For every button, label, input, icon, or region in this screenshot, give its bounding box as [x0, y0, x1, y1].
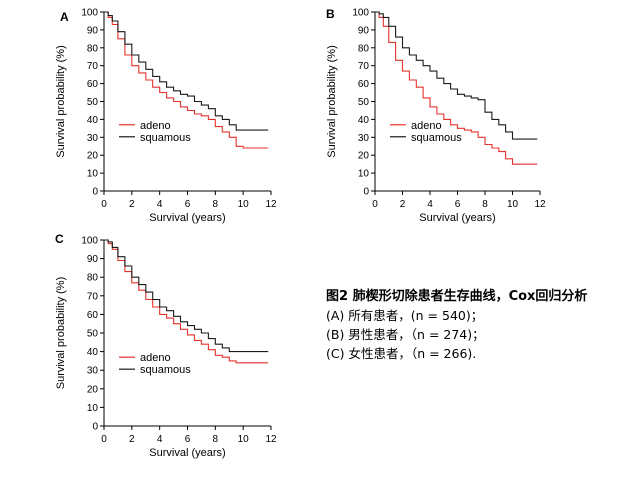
- survival-curve-squamous: [104, 239, 269, 353]
- y-tick-label: 90: [87, 254, 99, 265]
- legend-label-squamous: squamous: [411, 132, 462, 144]
- y-tick-label: 60: [87, 310, 99, 321]
- caption-line-c: (C) 女性患者，（n = 266).: [326, 346, 477, 361]
- y-tick-label: 70: [87, 291, 99, 302]
- x-axis-label: Survival (years): [149, 447, 225, 459]
- y-tick-label: 70: [87, 61, 99, 72]
- legend-label-squamous: squamous: [140, 132, 191, 144]
- survival-curve-adeno: [375, 11, 538, 165]
- x-tick-label: 10: [507, 199, 519, 210]
- legend-label-squamous: squamous: [140, 364, 191, 376]
- x-axis-label: Survival (years): [149, 212, 225, 224]
- x-tick-label: 0: [372, 199, 378, 210]
- panel-label: C: [55, 232, 64, 246]
- survival-curve-adeno: [104, 239, 269, 364]
- y-tick-label: 60: [358, 79, 370, 90]
- y-tick-label: 30: [358, 133, 370, 144]
- y-tick-label: 20: [87, 151, 99, 162]
- panel-label: A: [60, 10, 69, 24]
- x-tick-label: 4: [157, 199, 163, 210]
- y-tick-label: 100: [352, 8, 369, 19]
- caption-line-b: (B) 男性患者，（n = 274)；: [326, 327, 485, 342]
- y-tick-label: 40: [358, 115, 370, 126]
- y-tick-label: 80: [87, 43, 99, 54]
- legend-label-adeno: adeno: [411, 120, 442, 132]
- chart-panel-a: A 0 10 20 30 40 50 60 70 80 90 100 0 2 4 6 8 10 12 Survival…: [55, 8, 277, 225]
- caption-line-a: (A) 所有患者，(n = 540)；: [326, 308, 484, 323]
- y-tick-label: 90: [87, 25, 99, 36]
- x-tick-label: 10: [238, 434, 250, 445]
- y-tick-label: 100: [81, 236, 98, 247]
- survival-curve-squamous: [104, 11, 269, 131]
- chart-panel-b: B 0 10 20 30 40 50 60 70 80 90 100 0 2 4 6 8 10 12 Survival…: [326, 7, 546, 224]
- y-tick-label: 0: [363, 187, 369, 198]
- x-axis-label: Survival (years): [419, 212, 495, 224]
- x-tick-label: 6: [185, 434, 191, 445]
- y-tick-label: 30: [87, 133, 99, 144]
- x-tick-label: 0: [101, 434, 107, 445]
- y-tick-label: 20: [358, 151, 370, 162]
- x-tick-label: 2: [400, 199, 406, 210]
- y-axis-label: Survival probability (%): [55, 277, 67, 389]
- chart-panel-c: C 0 10 20 30 40 50 60 70 80 90 100 0 2 4 6 8 10 12 Survival…: [55, 232, 277, 459]
- y-tick-label: 80: [87, 273, 99, 284]
- y-tick-label: 50: [358, 97, 370, 108]
- x-tick-label: 2: [129, 199, 135, 210]
- y-tick-label: 40: [87, 115, 99, 126]
- x-tick-label: 8: [213, 199, 219, 210]
- x-tick-label: 4: [427, 199, 433, 210]
- x-tick-label: 12: [265, 434, 277, 445]
- x-tick-label: 2: [129, 434, 135, 445]
- x-tick-label: 12: [265, 199, 277, 210]
- y-tick-label: 20: [87, 384, 99, 395]
- legend-label-adeno: adeno: [140, 120, 171, 132]
- y-axis-label: Survival probability (%): [326, 45, 338, 157]
- x-tick-label: 12: [534, 199, 546, 210]
- survival-curve-squamous: [375, 11, 538, 140]
- y-tick-label: 40: [87, 347, 99, 358]
- x-tick-label: 4: [157, 434, 163, 445]
- y-tick-label: 50: [87, 97, 99, 108]
- x-tick-label: 8: [213, 434, 219, 445]
- x-tick-label: 10: [238, 199, 250, 210]
- y-tick-label: 10: [87, 169, 99, 180]
- x-tick-label: 0: [101, 199, 107, 210]
- y-tick-label: 0: [92, 187, 98, 198]
- y-tick-label: 100: [81, 8, 98, 19]
- figure-caption: 图2 肺楔形切除患者生存曲线，Cox回归分析 (A) 所有患者，(n = 540…: [326, 287, 638, 363]
- y-tick-label: 10: [358, 169, 370, 180]
- y-tick-label: 0: [92, 422, 98, 433]
- x-tick-label: 6: [455, 199, 461, 210]
- y-tick-label: 10: [87, 403, 99, 414]
- x-tick-label: 6: [185, 199, 191, 210]
- y-tick-label: 30: [87, 366, 99, 377]
- y-tick-label: 80: [358, 43, 370, 54]
- y-axis-label: Survival probability (%): [55, 45, 67, 157]
- y-tick-label: 70: [358, 61, 370, 72]
- y-tick-label: 50: [87, 329, 99, 340]
- legend-label-adeno: adeno: [140, 352, 171, 364]
- caption-title: 图2 肺楔形切除患者生存曲线，Cox回归分析: [326, 289, 588, 304]
- y-tick-label: 60: [87, 79, 99, 90]
- panel-label: B: [326, 7, 335, 21]
- y-tick-label: 90: [358, 25, 370, 36]
- survival-curve-adeno: [104, 11, 269, 149]
- x-tick-label: 8: [482, 199, 488, 210]
